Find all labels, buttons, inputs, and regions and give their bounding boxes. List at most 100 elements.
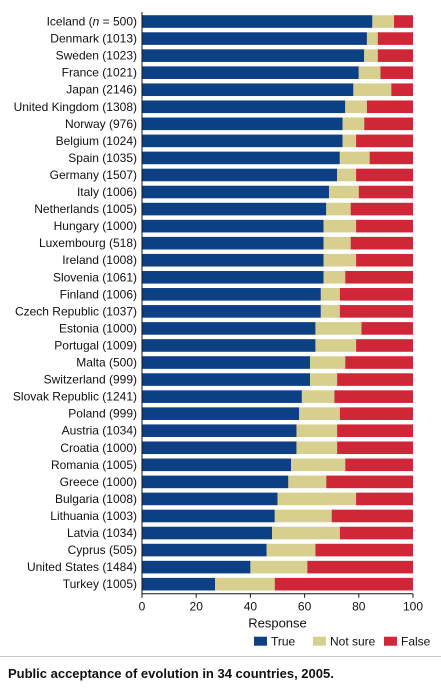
bar-segment-true — [142, 219, 324, 233]
bar-segment-true — [142, 560, 251, 574]
bar-segment-false — [339, 526, 413, 540]
bar-segment-true — [142, 66, 359, 79]
bar-segment-false — [377, 32, 413, 45]
bar-segment-true — [142, 441, 297, 455]
category-label: Portugal (1009) — [54, 338, 137, 352]
category-label: Finland (1006) — [60, 287, 137, 301]
bar-segment-true — [142, 151, 340, 165]
bar-segment-false — [339, 288, 413, 301]
bar-segment-false — [380, 66, 413, 79]
bar-segment-true — [142, 49, 365, 62]
bar-segment-false — [337, 424, 413, 438]
bar-segment-not-sure — [320, 288, 340, 301]
bar-segment-not-sure — [274, 509, 332, 523]
bar-segment-false — [337, 441, 413, 455]
bar-segment-true — [142, 185, 329, 199]
bar-segment-not-sure — [358, 66, 381, 79]
category-label: Japan (2146) — [66, 83, 137, 97]
bar-segment-true — [142, 509, 275, 523]
bar-segment-not-sure — [266, 543, 316, 557]
bar-segment-true — [142, 407, 300, 420]
bar-segment-true — [142, 526, 273, 540]
category-label: Slovak Republic (1241) — [13, 390, 137, 404]
bar-segment-false — [394, 15, 413, 28]
bar-segment-true — [142, 100, 346, 114]
bar-segment-false — [377, 49, 413, 62]
bar-segment-true — [142, 577, 216, 591]
bar-segment-false — [334, 390, 413, 403]
bar-segment-true — [142, 134, 343, 148]
bar-segment-true — [142, 458, 292, 472]
bar-segment-true — [142, 475, 289, 489]
bar-segment-false — [358, 185, 413, 199]
bar-segment-true — [142, 253, 324, 267]
category-label: Italy (1006) — [77, 185, 137, 199]
category-label: Romania (1005) — [51, 458, 137, 472]
category-label: Norway (976) — [65, 117, 137, 131]
bar-segment-not-sure — [323, 253, 357, 267]
bar-segment-true — [142, 202, 327, 216]
bar-segment-false — [326, 475, 413, 489]
bar-segment-false — [364, 117, 413, 131]
bar-segment-not-sure — [277, 492, 357, 506]
bar-segment-not-sure — [299, 407, 340, 420]
x-axis: 0 20 40 60 80 100 — [139, 12, 423, 614]
legend-swatch-false — [384, 636, 397, 646]
bar-segment-true — [142, 15, 373, 28]
bar-segment-false — [350, 202, 413, 216]
category-label: Netherlands (1005) — [34, 202, 137, 216]
x-tick-label: 20 — [190, 600, 204, 614]
bar-segment-not-sure — [364, 49, 378, 62]
category-label: Germany (1507) — [50, 168, 137, 182]
category-label: Latvia (1034) — [67, 526, 137, 540]
bar-segment-true — [142, 356, 311, 369]
bar-segment-false — [369, 151, 413, 165]
category-label: Hungary (1000) — [54, 219, 137, 233]
category-label: Slovenia (1061) — [53, 270, 137, 284]
bar-segment-false — [307, 560, 413, 574]
legend: True Not sure False — [254, 635, 431, 649]
x-axis-title: Response — [248, 616, 307, 631]
legend-swatch-true — [254, 636, 267, 646]
bar-segment-not-sure — [339, 151, 370, 165]
category-label: Cyprus (505) — [68, 543, 137, 557]
bar-segment-false — [345, 458, 413, 472]
bar-segment-not-sure — [315, 322, 362, 335]
category-label: Austria (1034) — [62, 424, 137, 438]
bar-segment-not-sure — [345, 100, 367, 114]
bar-segment-not-sure — [310, 356, 346, 369]
bar-segment-not-sure — [215, 577, 275, 591]
category-label: Malta (500) — [76, 356, 137, 370]
bar-segment-true — [142, 492, 278, 506]
bar-segment-not-sure — [328, 185, 359, 199]
bar-segment-true — [142, 390, 302, 403]
bar-segment-not-sure — [353, 83, 392, 97]
category-label: Switzerland (999) — [44, 373, 137, 387]
bar-segment-false — [345, 356, 413, 369]
category-label: Denmark (1013) — [50, 32, 137, 46]
category-label: Lithuania (1003) — [50, 509, 137, 523]
bar-segment-not-sure — [310, 373, 338, 386]
bar-segment-false — [339, 305, 413, 318]
legend-label-false: False — [401, 635, 431, 649]
bar-segment-not-sure — [326, 202, 351, 216]
bar-segment-not-sure — [296, 424, 338, 438]
category-labels: Iceland (n = 500) Denmark (1013) Sweden (1… — [13, 15, 137, 592]
bar-segment-not-sure — [337, 168, 357, 182]
bar-segment-true — [142, 339, 316, 352]
bar-segment-true — [142, 322, 316, 335]
category-label: Ireland (1008) — [62, 253, 137, 267]
bar-segment-true — [142, 270, 324, 284]
bar-segment-false — [366, 100, 413, 114]
bar-segment-not-sure — [288, 475, 327, 489]
bar-segment-false — [356, 253, 413, 267]
bar-segment-not-sure — [291, 458, 346, 472]
bar-segment-not-sure — [323, 219, 357, 233]
bar-segment-false — [339, 407, 413, 420]
bar-segment-true — [142, 168, 338, 182]
category-label: Sweden (1023) — [56, 49, 137, 63]
x-tick-label: 60 — [298, 600, 312, 614]
bar-segment-true — [142, 543, 267, 557]
caption-divider — [0, 656, 441, 657]
bar-segment-false — [274, 577, 413, 591]
